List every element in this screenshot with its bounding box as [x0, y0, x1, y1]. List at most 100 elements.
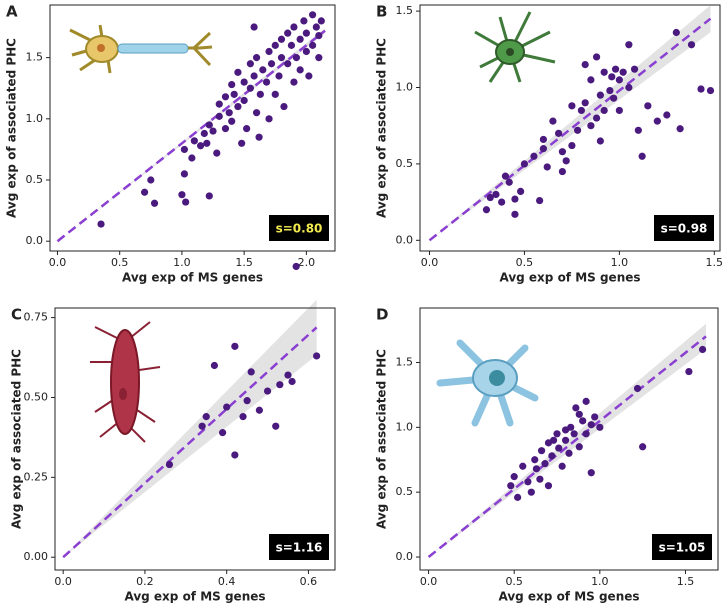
point — [215, 100, 223, 108]
point — [215, 112, 223, 120]
plot-frame — [54, 307, 336, 571]
point — [498, 198, 506, 206]
confidence-band — [429, 5, 711, 241]
x-tick-label: 0.4 — [218, 575, 236, 588]
y-tick-label: 0.5 — [396, 157, 414, 170]
x-tick-label: 1.0 — [611, 256, 629, 269]
point — [221, 125, 230, 133]
point — [565, 449, 573, 457]
y-tick-label: 1.0 — [396, 81, 414, 94]
point — [482, 206, 491, 214]
y-tick-label: 1.5 — [26, 51, 44, 64]
annotation: s=1.16 — [276, 541, 323, 555]
annotation: s=0.80 — [276, 222, 323, 236]
point — [230, 90, 238, 98]
point — [259, 66, 267, 74]
point — [698, 345, 707, 354]
x-tick-label: 1.5 — [706, 256, 722, 269]
confidence-band — [63, 299, 317, 558]
y-axis-label: Avg exp of associated PHC — [375, 38, 389, 218]
y-tick-label: 0.25 — [24, 470, 49, 483]
y-axis-label: Avg exp of associated PHC — [5, 38, 19, 218]
point — [250, 23, 258, 31]
point — [305, 72, 313, 80]
panel: B 0.0 0.5 1.0 1.5 0.0 0.5 1.0 1.5 Avg exp of MS g… — [375, 3, 722, 285]
point — [223, 403, 231, 411]
annotation-box — [652, 534, 712, 560]
point — [548, 452, 556, 460]
point — [271, 90, 279, 98]
point — [284, 29, 292, 37]
point — [234, 68, 242, 76]
panel-label: A — [6, 3, 18, 21]
point — [596, 423, 604, 431]
point — [486, 193, 494, 202]
point — [633, 384, 642, 393]
x-tick-label: 1.5 — [677, 575, 695, 588]
point — [240, 78, 248, 86]
annotation-box — [269, 534, 329, 560]
x-tick-label: 0.0 — [421, 256, 439, 269]
point — [579, 417, 587, 425]
point — [276, 381, 284, 389]
point — [284, 60, 292, 68]
point — [302, 47, 310, 56]
point — [575, 443, 583, 451]
y-tick-label: 0.50 — [24, 390, 49, 403]
point — [582, 397, 590, 405]
plot-frame — [49, 4, 336, 252]
point — [290, 23, 298, 31]
x-tick-label: 0.5 — [505, 575, 523, 588]
point — [280, 102, 288, 111]
y-tick-label: 0.0 — [396, 233, 414, 246]
point — [234, 102, 242, 111]
neuron-illustration — [69, 24, 213, 74]
point — [265, 115, 273, 123]
point — [634, 126, 642, 134]
y-tick-label: 1.5 — [396, 355, 414, 368]
x-axis-label: Avg exp of MS genes — [124, 590, 265, 604]
point — [250, 72, 258, 80]
point — [196, 142, 205, 150]
point — [263, 387, 272, 395]
annotation-box — [654, 215, 714, 241]
point — [587, 421, 595, 429]
point — [252, 54, 261, 62]
point — [501, 172, 510, 180]
point — [188, 154, 196, 162]
point — [539, 135, 548, 144]
x-tick-label: 0.0 — [54, 575, 72, 588]
point — [302, 29, 310, 37]
point — [596, 137, 604, 145]
x-tick-label: 0.0 — [49, 256, 67, 269]
point — [284, 371, 292, 379]
point — [577, 106, 585, 115]
point — [140, 188, 149, 196]
point — [606, 86, 614, 95]
point — [252, 109, 261, 117]
point — [202, 413, 210, 421]
y-tick-label: 0.75 — [24, 311, 49, 324]
y-tick-label: 0.0 — [396, 550, 414, 563]
point — [562, 157, 570, 165]
point — [308, 11, 317, 19]
point — [536, 196, 544, 205]
point — [205, 192, 213, 200]
point — [611, 65, 620, 73]
panel: C 0.0 0.2 0.4 0.6 0.00 0.25 0.50 0.75 Avg exp of … — [10, 262, 336, 604]
point — [243, 125, 251, 133]
point — [555, 444, 563, 452]
point — [615, 76, 623, 84]
point — [638, 152, 646, 160]
point — [541, 460, 549, 468]
point — [591, 413, 599, 421]
point — [255, 133, 263, 141]
point — [243, 397, 251, 405]
point — [296, 35, 304, 43]
point — [287, 41, 296, 49]
point — [240, 96, 248, 105]
point — [524, 478, 532, 486]
x-tick-label: 0.0 — [420, 575, 438, 588]
point — [200, 129, 208, 138]
